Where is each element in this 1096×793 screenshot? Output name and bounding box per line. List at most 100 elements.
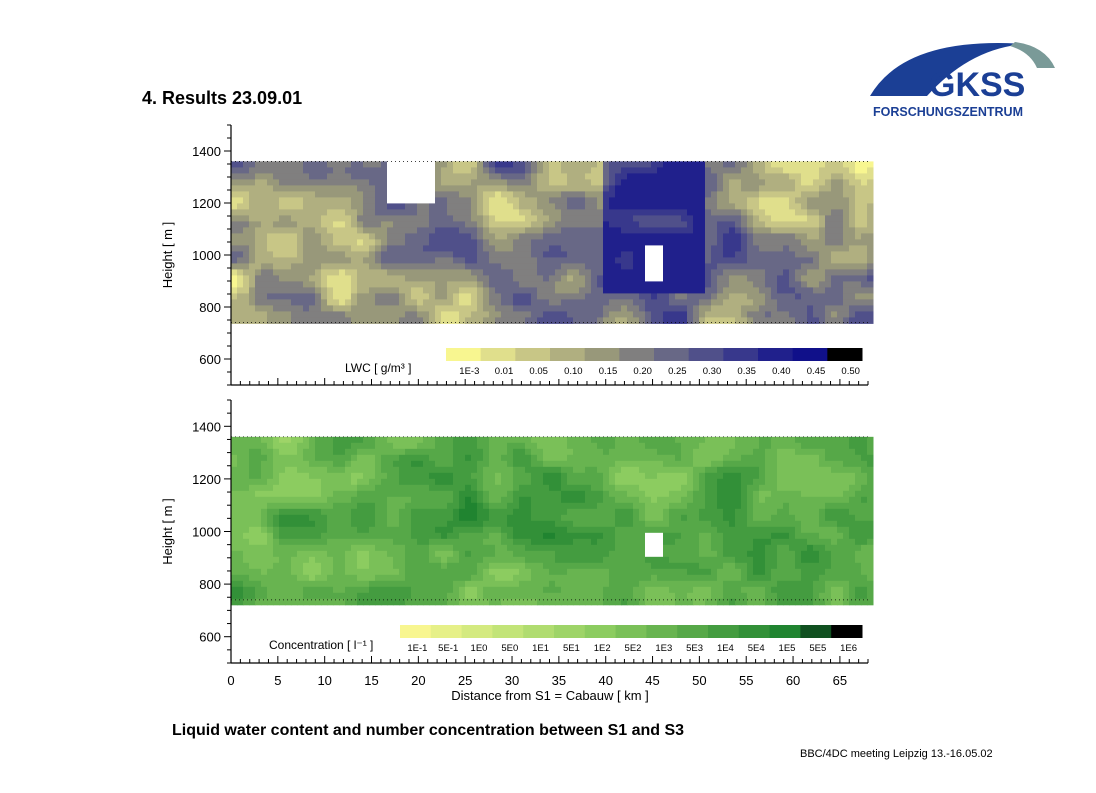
field-cell [495, 245, 502, 252]
field-cell [435, 299, 442, 306]
field-cell [333, 209, 340, 216]
field-cell [855, 197, 862, 204]
field-cell [321, 586, 328, 594]
field-cell [369, 245, 376, 252]
field-cell [429, 185, 436, 192]
field-cell [237, 227, 244, 234]
field-cell [471, 532, 478, 540]
field-cell [273, 442, 280, 450]
field-cell [711, 161, 718, 168]
field-cell [699, 209, 706, 216]
field-cell [279, 496, 286, 504]
field-cell [267, 508, 274, 516]
field-cell [603, 305, 610, 312]
field-cell [549, 305, 556, 312]
field-cell [633, 436, 640, 444]
field-cell [261, 526, 268, 534]
field-cell [405, 436, 412, 444]
field-cell [513, 197, 520, 204]
field-cell [795, 311, 802, 318]
field-cell [363, 317, 370, 324]
field-cell [393, 598, 400, 606]
field-cell [531, 472, 538, 480]
field-cell [549, 568, 556, 576]
field-cell [363, 293, 370, 300]
field-cell [375, 580, 382, 588]
field-cell [501, 311, 508, 318]
field-cell [861, 287, 868, 294]
field-cell [387, 520, 394, 528]
field-cell [687, 179, 694, 186]
field-cell [267, 203, 274, 210]
field-cell [267, 251, 274, 258]
field-cell [345, 221, 352, 228]
field-cell [417, 215, 424, 222]
field-cell [441, 580, 448, 588]
field-cell [705, 239, 712, 246]
field-cell [375, 556, 382, 564]
field-cell [645, 502, 652, 510]
field-cell [561, 514, 568, 522]
field-cell [507, 472, 514, 480]
field-cell [321, 293, 328, 300]
field-cell [363, 221, 370, 228]
field-cell [531, 203, 538, 210]
field-cell [273, 436, 280, 444]
field-cell [753, 227, 760, 234]
field-cell [429, 520, 436, 528]
field-cell [603, 185, 610, 192]
field-cell [633, 508, 640, 516]
colorbar-swatch [619, 348, 655, 361]
field-cell [543, 592, 550, 600]
field-cell [309, 544, 316, 552]
field-cell [405, 311, 412, 318]
field-cell [645, 466, 652, 474]
field-cell [639, 251, 646, 258]
field-cell [369, 436, 376, 444]
field-cell [723, 269, 730, 276]
field-cell [483, 221, 490, 228]
field-cell [369, 544, 376, 552]
field-cell [765, 179, 772, 186]
field-cell [381, 299, 388, 306]
field-cell [843, 317, 850, 324]
field-cell [843, 293, 850, 300]
field-cell [387, 490, 394, 498]
field-cell [639, 562, 646, 570]
colorbar-tick-label: 1E-3 [459, 366, 479, 377]
field-cell [675, 263, 682, 270]
field-cell [687, 215, 694, 222]
field-cell [249, 227, 256, 234]
field-cell [555, 574, 562, 582]
field-cell [861, 311, 868, 318]
field-cell [369, 586, 376, 594]
field-cell [465, 179, 472, 186]
field-cell [573, 508, 580, 516]
field-cell [441, 502, 448, 510]
field-cell [339, 209, 346, 216]
field-cell [525, 514, 532, 522]
field-cell [381, 311, 388, 318]
field-cell [237, 239, 244, 246]
field-cell [387, 574, 394, 582]
field-cell [339, 496, 346, 504]
field-cell [375, 317, 382, 324]
field-cell [231, 472, 238, 480]
field-cell [489, 592, 496, 600]
field-cell [237, 161, 244, 168]
field-cell [267, 227, 274, 234]
field-cell [585, 460, 592, 468]
field-cell [753, 197, 760, 204]
field-cell [477, 502, 484, 510]
field-cell [327, 562, 334, 570]
field-cell [627, 454, 634, 462]
field-cell [297, 185, 304, 192]
field-cell [489, 185, 496, 192]
field-cell [531, 311, 538, 318]
field-cell [501, 203, 508, 210]
field-cell [471, 221, 478, 228]
field-cell [423, 275, 430, 282]
field-cell [609, 538, 616, 546]
field-cell [501, 520, 508, 528]
field-cell [765, 203, 772, 210]
